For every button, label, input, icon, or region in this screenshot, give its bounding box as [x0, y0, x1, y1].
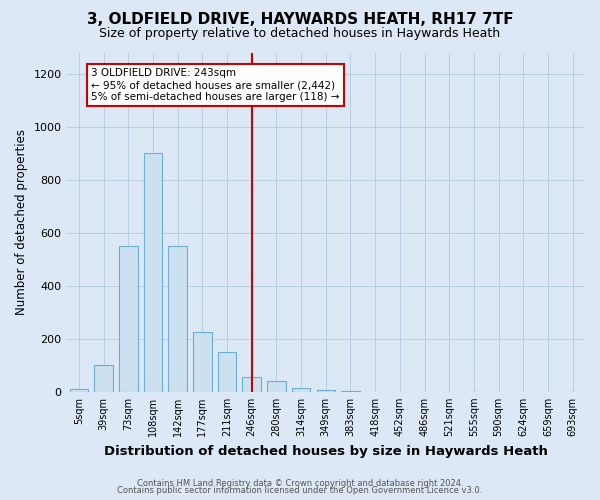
Bar [193, 332, 212, 392]
Text: Contains public sector information licensed under the Open Government Licence v3: Contains public sector information licen… [118, 486, 482, 495]
Bar [94, 366, 113, 392]
Y-axis label: Number of detached properties: Number of detached properties [15, 129, 28, 315]
Bar [143, 153, 162, 392]
Bar [292, 388, 310, 392]
Bar [169, 246, 187, 392]
X-axis label: Distribution of detached houses by size in Haywards Heath: Distribution of detached houses by size … [104, 444, 548, 458]
Bar [267, 381, 286, 392]
Bar [218, 352, 236, 392]
Text: Contains HM Land Registry data © Crown copyright and database right 2024.: Contains HM Land Registry data © Crown c… [137, 478, 463, 488]
Text: 3, OLDFIELD DRIVE, HAYWARDS HEATH, RH17 7TF: 3, OLDFIELD DRIVE, HAYWARDS HEATH, RH17 … [86, 12, 514, 28]
Text: 3 OLDFIELD DRIVE: 243sqm
← 95% of detached houses are smaller (2,442)
5% of semi: 3 OLDFIELD DRIVE: 243sqm ← 95% of detach… [91, 68, 340, 102]
Bar [242, 377, 261, 392]
Bar [119, 246, 137, 392]
Text: Size of property relative to detached houses in Haywards Heath: Size of property relative to detached ho… [100, 28, 500, 40]
Bar [317, 390, 335, 392]
Bar [70, 389, 88, 392]
